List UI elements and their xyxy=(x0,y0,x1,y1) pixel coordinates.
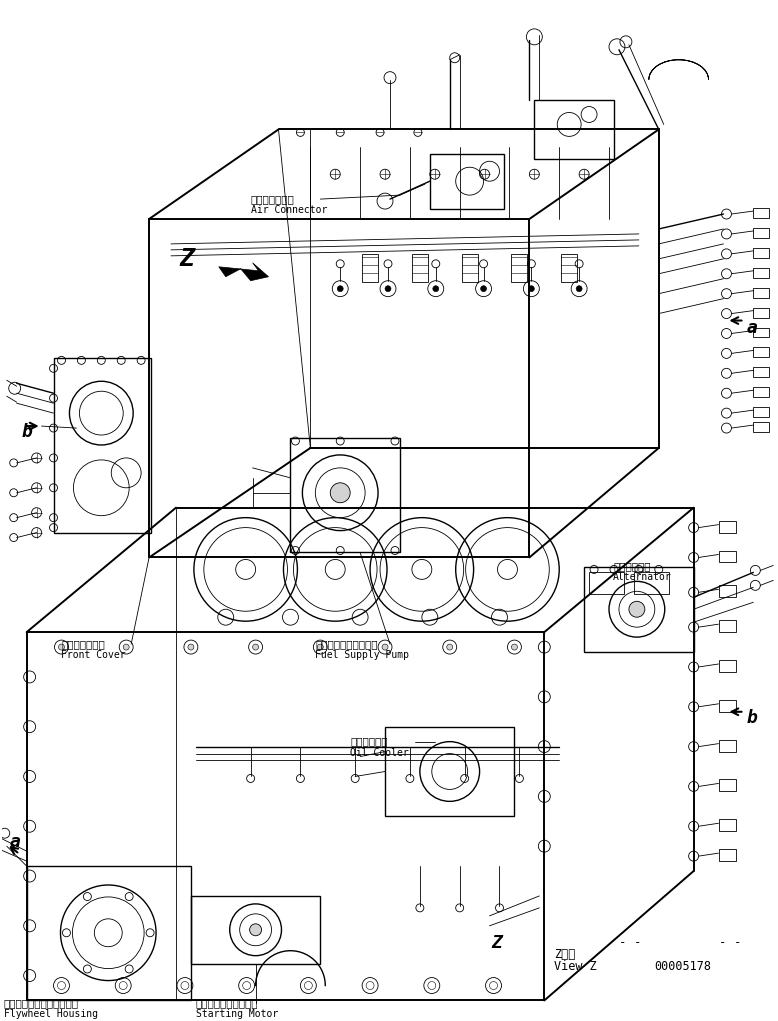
Bar xyxy=(385,727,514,817)
Polygon shape xyxy=(219,262,268,281)
Circle shape xyxy=(447,644,453,650)
Text: Fuel Supply Pump: Fuel Supply Pump xyxy=(315,650,409,660)
Bar xyxy=(429,154,504,209)
Bar xyxy=(290,438,400,552)
Bar xyxy=(719,620,737,632)
Circle shape xyxy=(629,601,645,618)
Bar xyxy=(54,358,151,533)
Text: b: b xyxy=(746,709,757,727)
Text: Z　視: Z 視 xyxy=(554,947,576,961)
Bar xyxy=(753,347,769,357)
Text: b: b xyxy=(22,423,33,441)
Circle shape xyxy=(481,286,486,292)
Text: Z: Z xyxy=(179,247,194,271)
Text: a: a xyxy=(746,319,757,337)
Bar xyxy=(589,573,624,594)
Circle shape xyxy=(123,644,129,650)
Circle shape xyxy=(433,286,439,292)
Circle shape xyxy=(250,924,261,936)
Bar xyxy=(191,896,321,964)
Circle shape xyxy=(382,644,388,650)
Text: スターティングモータ: スターティングモータ xyxy=(196,999,258,1009)
Bar xyxy=(719,585,737,597)
Text: フェルサプライポンプ: フェルサプライポンプ xyxy=(315,639,378,649)
Text: Starting Motor: Starting Motor xyxy=(196,1010,278,1019)
Circle shape xyxy=(188,644,194,650)
Circle shape xyxy=(337,286,343,292)
Text: - -: - - xyxy=(619,936,641,949)
Text: Z: Z xyxy=(492,934,503,952)
Bar xyxy=(719,739,737,751)
Bar xyxy=(534,100,614,159)
Text: - -: - - xyxy=(719,936,741,949)
Bar xyxy=(561,254,577,282)
Bar xyxy=(412,254,428,282)
Text: エアーコネクタ: エアーコネクタ xyxy=(251,194,294,204)
Bar xyxy=(753,328,769,338)
Bar xyxy=(719,849,737,861)
Text: a: a xyxy=(9,833,20,852)
Circle shape xyxy=(253,644,258,650)
Circle shape xyxy=(385,286,391,292)
Bar xyxy=(753,422,769,432)
Bar xyxy=(584,568,694,652)
Bar xyxy=(719,699,737,712)
Bar xyxy=(719,521,737,533)
Text: View Z: View Z xyxy=(554,960,597,973)
Circle shape xyxy=(317,644,324,650)
Bar xyxy=(719,550,737,563)
Text: 00005178: 00005178 xyxy=(654,960,711,973)
Bar xyxy=(753,268,769,278)
Bar xyxy=(719,819,737,831)
Bar xyxy=(719,779,737,791)
Text: フライホイールハウジング: フライホイールハウジング xyxy=(4,999,79,1009)
Text: Oil Cooler: Oil Cooler xyxy=(350,747,409,758)
Text: Alternator: Alternator xyxy=(613,573,671,582)
Bar xyxy=(461,254,478,282)
Bar xyxy=(511,254,527,282)
Circle shape xyxy=(511,644,517,650)
Bar xyxy=(719,660,737,672)
Bar xyxy=(753,307,769,318)
Text: Air Connector: Air Connector xyxy=(251,205,327,215)
Bar xyxy=(753,288,769,298)
Bar xyxy=(753,248,769,258)
Text: Flywheel Housing: Flywheel Housing xyxy=(4,1010,98,1019)
Circle shape xyxy=(528,286,534,292)
Bar xyxy=(26,866,191,1001)
Text: Front Cover: Front Cover xyxy=(61,650,126,660)
Bar xyxy=(753,228,769,238)
Bar xyxy=(753,368,769,378)
Bar xyxy=(634,573,669,594)
Bar xyxy=(753,387,769,397)
Text: フロントカバー: フロントカバー xyxy=(61,639,105,649)
Text: オルタネータ: オルタネータ xyxy=(613,562,650,572)
Circle shape xyxy=(576,286,582,292)
Circle shape xyxy=(331,483,350,502)
Bar xyxy=(362,254,378,282)
Text: オイルクーラ: オイルクーラ xyxy=(350,737,387,746)
Bar xyxy=(753,208,769,218)
Bar xyxy=(753,407,769,418)
Circle shape xyxy=(58,644,65,650)
